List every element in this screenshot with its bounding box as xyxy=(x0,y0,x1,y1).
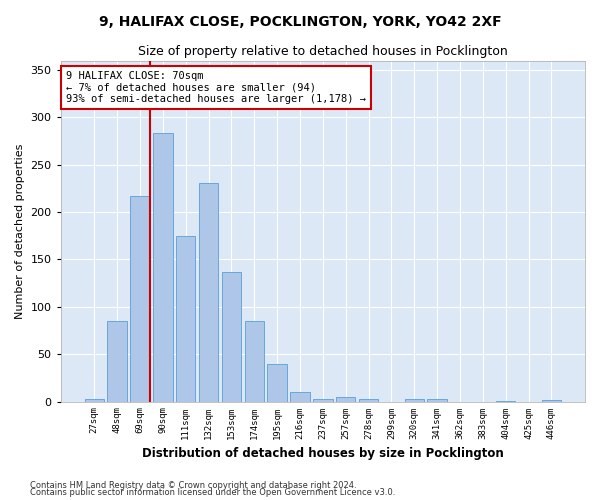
Text: 9, HALIFAX CLOSE, POCKLINGTON, YORK, YO42 2XF: 9, HALIFAX CLOSE, POCKLINGTON, YORK, YO4… xyxy=(98,15,502,29)
Bar xyxy=(313,398,332,402)
Bar xyxy=(427,398,447,402)
Bar xyxy=(359,398,378,402)
Bar xyxy=(245,321,264,402)
Bar xyxy=(268,364,287,402)
Bar xyxy=(496,400,515,402)
Bar xyxy=(176,236,196,402)
Bar xyxy=(107,321,127,402)
Text: Contains HM Land Registry data © Crown copyright and database right 2024.: Contains HM Land Registry data © Crown c… xyxy=(30,480,356,490)
Bar xyxy=(221,272,241,402)
Bar xyxy=(290,392,310,402)
Bar xyxy=(542,400,561,402)
Bar xyxy=(199,182,218,402)
Bar xyxy=(404,398,424,402)
Title: Size of property relative to detached houses in Pocklington: Size of property relative to detached ho… xyxy=(138,45,508,58)
Bar xyxy=(130,196,149,402)
X-axis label: Distribution of detached houses by size in Pocklington: Distribution of detached houses by size … xyxy=(142,447,504,460)
Text: Contains public sector information licensed under the Open Government Licence v3: Contains public sector information licen… xyxy=(30,488,395,497)
Bar xyxy=(336,397,355,402)
Bar xyxy=(85,398,104,402)
Bar xyxy=(153,134,173,402)
Text: 9 HALIFAX CLOSE: 70sqm
← 7% of detached houses are smaller (94)
93% of semi-deta: 9 HALIFAX CLOSE: 70sqm ← 7% of detached … xyxy=(66,71,366,104)
Y-axis label: Number of detached properties: Number of detached properties xyxy=(15,144,25,318)
